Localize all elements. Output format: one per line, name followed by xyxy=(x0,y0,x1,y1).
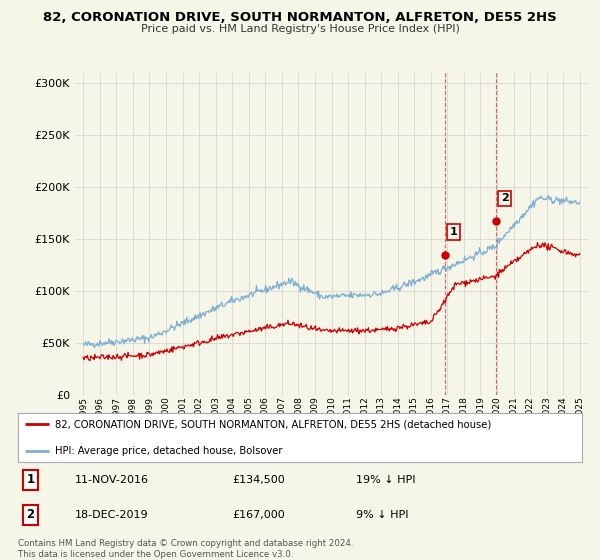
Text: 1: 1 xyxy=(449,227,457,237)
Text: 82, CORONATION DRIVE, SOUTH NORMANTON, ALFRETON, DE55 2HS: 82, CORONATION DRIVE, SOUTH NORMANTON, A… xyxy=(43,11,557,24)
Text: 1: 1 xyxy=(26,473,34,486)
Text: Contains HM Land Registry data © Crown copyright and database right 2024.
This d: Contains HM Land Registry data © Crown c… xyxy=(18,539,353,559)
Text: 2: 2 xyxy=(26,508,34,521)
Text: £134,500: £134,500 xyxy=(232,475,285,485)
Text: 18-DEC-2019: 18-DEC-2019 xyxy=(74,510,148,520)
Text: 11-NOV-2016: 11-NOV-2016 xyxy=(74,475,148,485)
Text: HPI: Average price, detached house, Bolsover: HPI: Average price, detached house, Bols… xyxy=(55,446,282,456)
Text: 9% ↓ HPI: 9% ↓ HPI xyxy=(356,510,409,520)
Text: 19% ↓ HPI: 19% ↓ HPI xyxy=(356,475,416,485)
Text: 82, CORONATION DRIVE, SOUTH NORMANTON, ALFRETON, DE55 2HS (detached house): 82, CORONATION DRIVE, SOUTH NORMANTON, A… xyxy=(55,419,491,429)
Text: 2: 2 xyxy=(501,194,508,203)
Text: Price paid vs. HM Land Registry's House Price Index (HPI): Price paid vs. HM Land Registry's House … xyxy=(140,24,460,34)
Text: £167,000: £167,000 xyxy=(232,510,285,520)
